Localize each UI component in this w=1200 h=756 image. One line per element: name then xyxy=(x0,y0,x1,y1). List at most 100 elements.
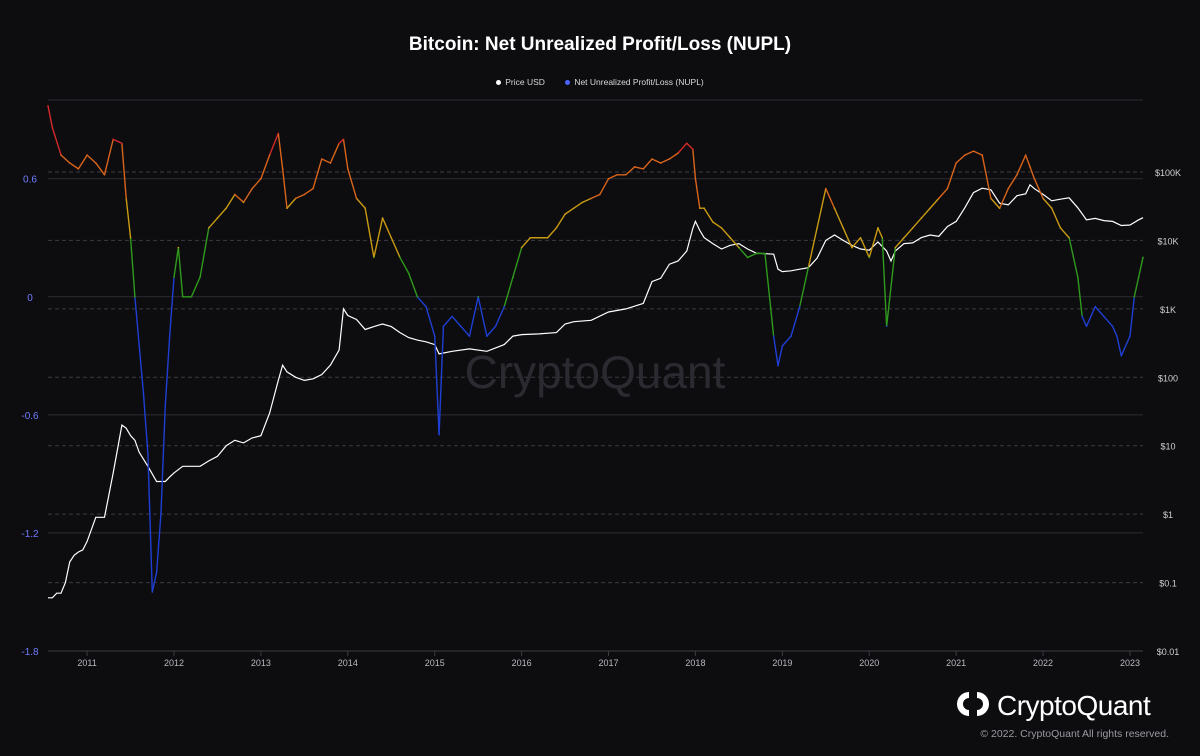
nupl-segment xyxy=(69,162,80,170)
nupl-segment xyxy=(555,213,566,229)
nupl-point xyxy=(677,152,679,154)
nupl-point xyxy=(60,154,62,156)
nupl-segment xyxy=(877,227,883,239)
nupl-point xyxy=(129,236,132,239)
chart-title: Bitcoin: Net Unrealized Profit/Loss (NUP… xyxy=(408,34,792,55)
nupl-segment xyxy=(894,237,905,249)
nupl-segment xyxy=(164,335,171,406)
y-left-tick-label: -1.2 xyxy=(21,529,39,540)
y-right-tick-label: $10 xyxy=(1160,442,1175,452)
nupl-point xyxy=(468,335,471,337)
nupl-point xyxy=(1042,197,1044,200)
nupl-segment xyxy=(1029,166,1036,180)
nupl-segment xyxy=(694,178,701,209)
nupl-point xyxy=(1120,355,1123,357)
nupl-segment xyxy=(981,154,992,200)
nupl-point xyxy=(286,207,288,210)
nupl-point xyxy=(694,177,697,180)
nupl-point xyxy=(425,305,427,308)
x-tick-label: 2016 xyxy=(512,658,532,668)
nupl-point xyxy=(729,236,732,239)
nupl-segment xyxy=(77,154,88,170)
nupl-segment xyxy=(777,345,784,367)
nupl-segment xyxy=(1059,227,1070,239)
nupl-point xyxy=(1029,166,1031,168)
nupl-point xyxy=(438,433,440,436)
nupl-segment xyxy=(512,246,523,278)
x-tick-label: 2020 xyxy=(859,658,879,668)
nupl-segment xyxy=(173,246,180,278)
nupl-segment xyxy=(468,296,479,337)
nupl-segment xyxy=(390,237,401,259)
nupl-point xyxy=(320,158,323,160)
nupl-segment xyxy=(1007,174,1018,190)
nupl-point xyxy=(121,142,123,145)
nupl-point xyxy=(151,591,154,593)
nupl-point xyxy=(851,246,853,249)
x-tick-label: 2015 xyxy=(425,658,445,668)
nupl-point xyxy=(590,197,592,200)
nupl-segment xyxy=(920,207,931,219)
x-tick-label: 2023 xyxy=(1120,658,1140,668)
nupl-point xyxy=(329,162,332,164)
nupl-point xyxy=(1007,187,1010,190)
nupl-segment xyxy=(825,187,836,209)
nupl-segment xyxy=(816,187,827,229)
nupl-point xyxy=(625,173,627,176)
nupl-point xyxy=(885,325,888,328)
nupl-segment xyxy=(294,193,306,200)
nupl-point xyxy=(1129,335,1131,337)
nupl-segment xyxy=(938,187,949,200)
nupl-point xyxy=(234,193,236,196)
nupl-segment xyxy=(438,325,445,436)
nupl-segment xyxy=(129,237,136,298)
nupl-point xyxy=(1133,295,1136,298)
nupl-point xyxy=(746,256,749,259)
nupl-point xyxy=(477,295,479,298)
nupl-point xyxy=(911,227,914,229)
nupl-point xyxy=(712,221,714,223)
nupl-segment xyxy=(590,193,601,200)
legend-nupl-dot xyxy=(565,80,571,86)
legend-item-nupl[interactable]: Net Unrealized Profit/Loss (NUPL) xyxy=(565,77,704,87)
nupl-point xyxy=(816,227,818,229)
nupl-segment xyxy=(990,197,1001,209)
nupl-point xyxy=(633,166,636,168)
nupl-point xyxy=(77,168,80,170)
nupl-segment xyxy=(1024,154,1031,168)
y-right-tick-label: $0.01 xyxy=(1157,647,1180,657)
nupl-point xyxy=(685,142,688,145)
nupl-segment xyxy=(1077,276,1083,318)
nupl-segment xyxy=(381,217,392,239)
nupl-point xyxy=(1077,276,1079,278)
nupl-segment xyxy=(686,142,694,150)
nupl-segment xyxy=(225,193,236,209)
nupl-segment xyxy=(208,217,219,229)
nupl-point xyxy=(955,162,957,164)
nupl-segment xyxy=(851,237,862,249)
nupl-point xyxy=(738,246,740,249)
nupl-point xyxy=(342,138,345,141)
nupl-point xyxy=(555,227,558,229)
nupl-point xyxy=(251,187,254,190)
nupl-point xyxy=(1059,227,1062,229)
nupl-point xyxy=(807,266,810,269)
nupl-point xyxy=(929,207,931,210)
nupl-point xyxy=(1111,325,1114,328)
nupl-point xyxy=(160,512,162,515)
nupl-segment xyxy=(764,252,775,337)
nupl-segment xyxy=(355,197,366,209)
nupl-segment xyxy=(599,178,610,196)
x-tick-label: 2018 xyxy=(685,658,705,668)
x-tick-label: 2012 xyxy=(164,658,184,668)
nupl-point xyxy=(998,207,1001,210)
legend-item-price[interactable]: Price USD xyxy=(496,77,545,87)
nupl-point xyxy=(972,150,975,152)
nupl-segment xyxy=(1081,315,1088,328)
nupl-segment xyxy=(1016,154,1027,176)
nupl-point xyxy=(373,256,375,259)
nupl-point xyxy=(164,404,167,406)
nupl-segment xyxy=(1094,305,1105,318)
nupl-point xyxy=(946,187,949,190)
